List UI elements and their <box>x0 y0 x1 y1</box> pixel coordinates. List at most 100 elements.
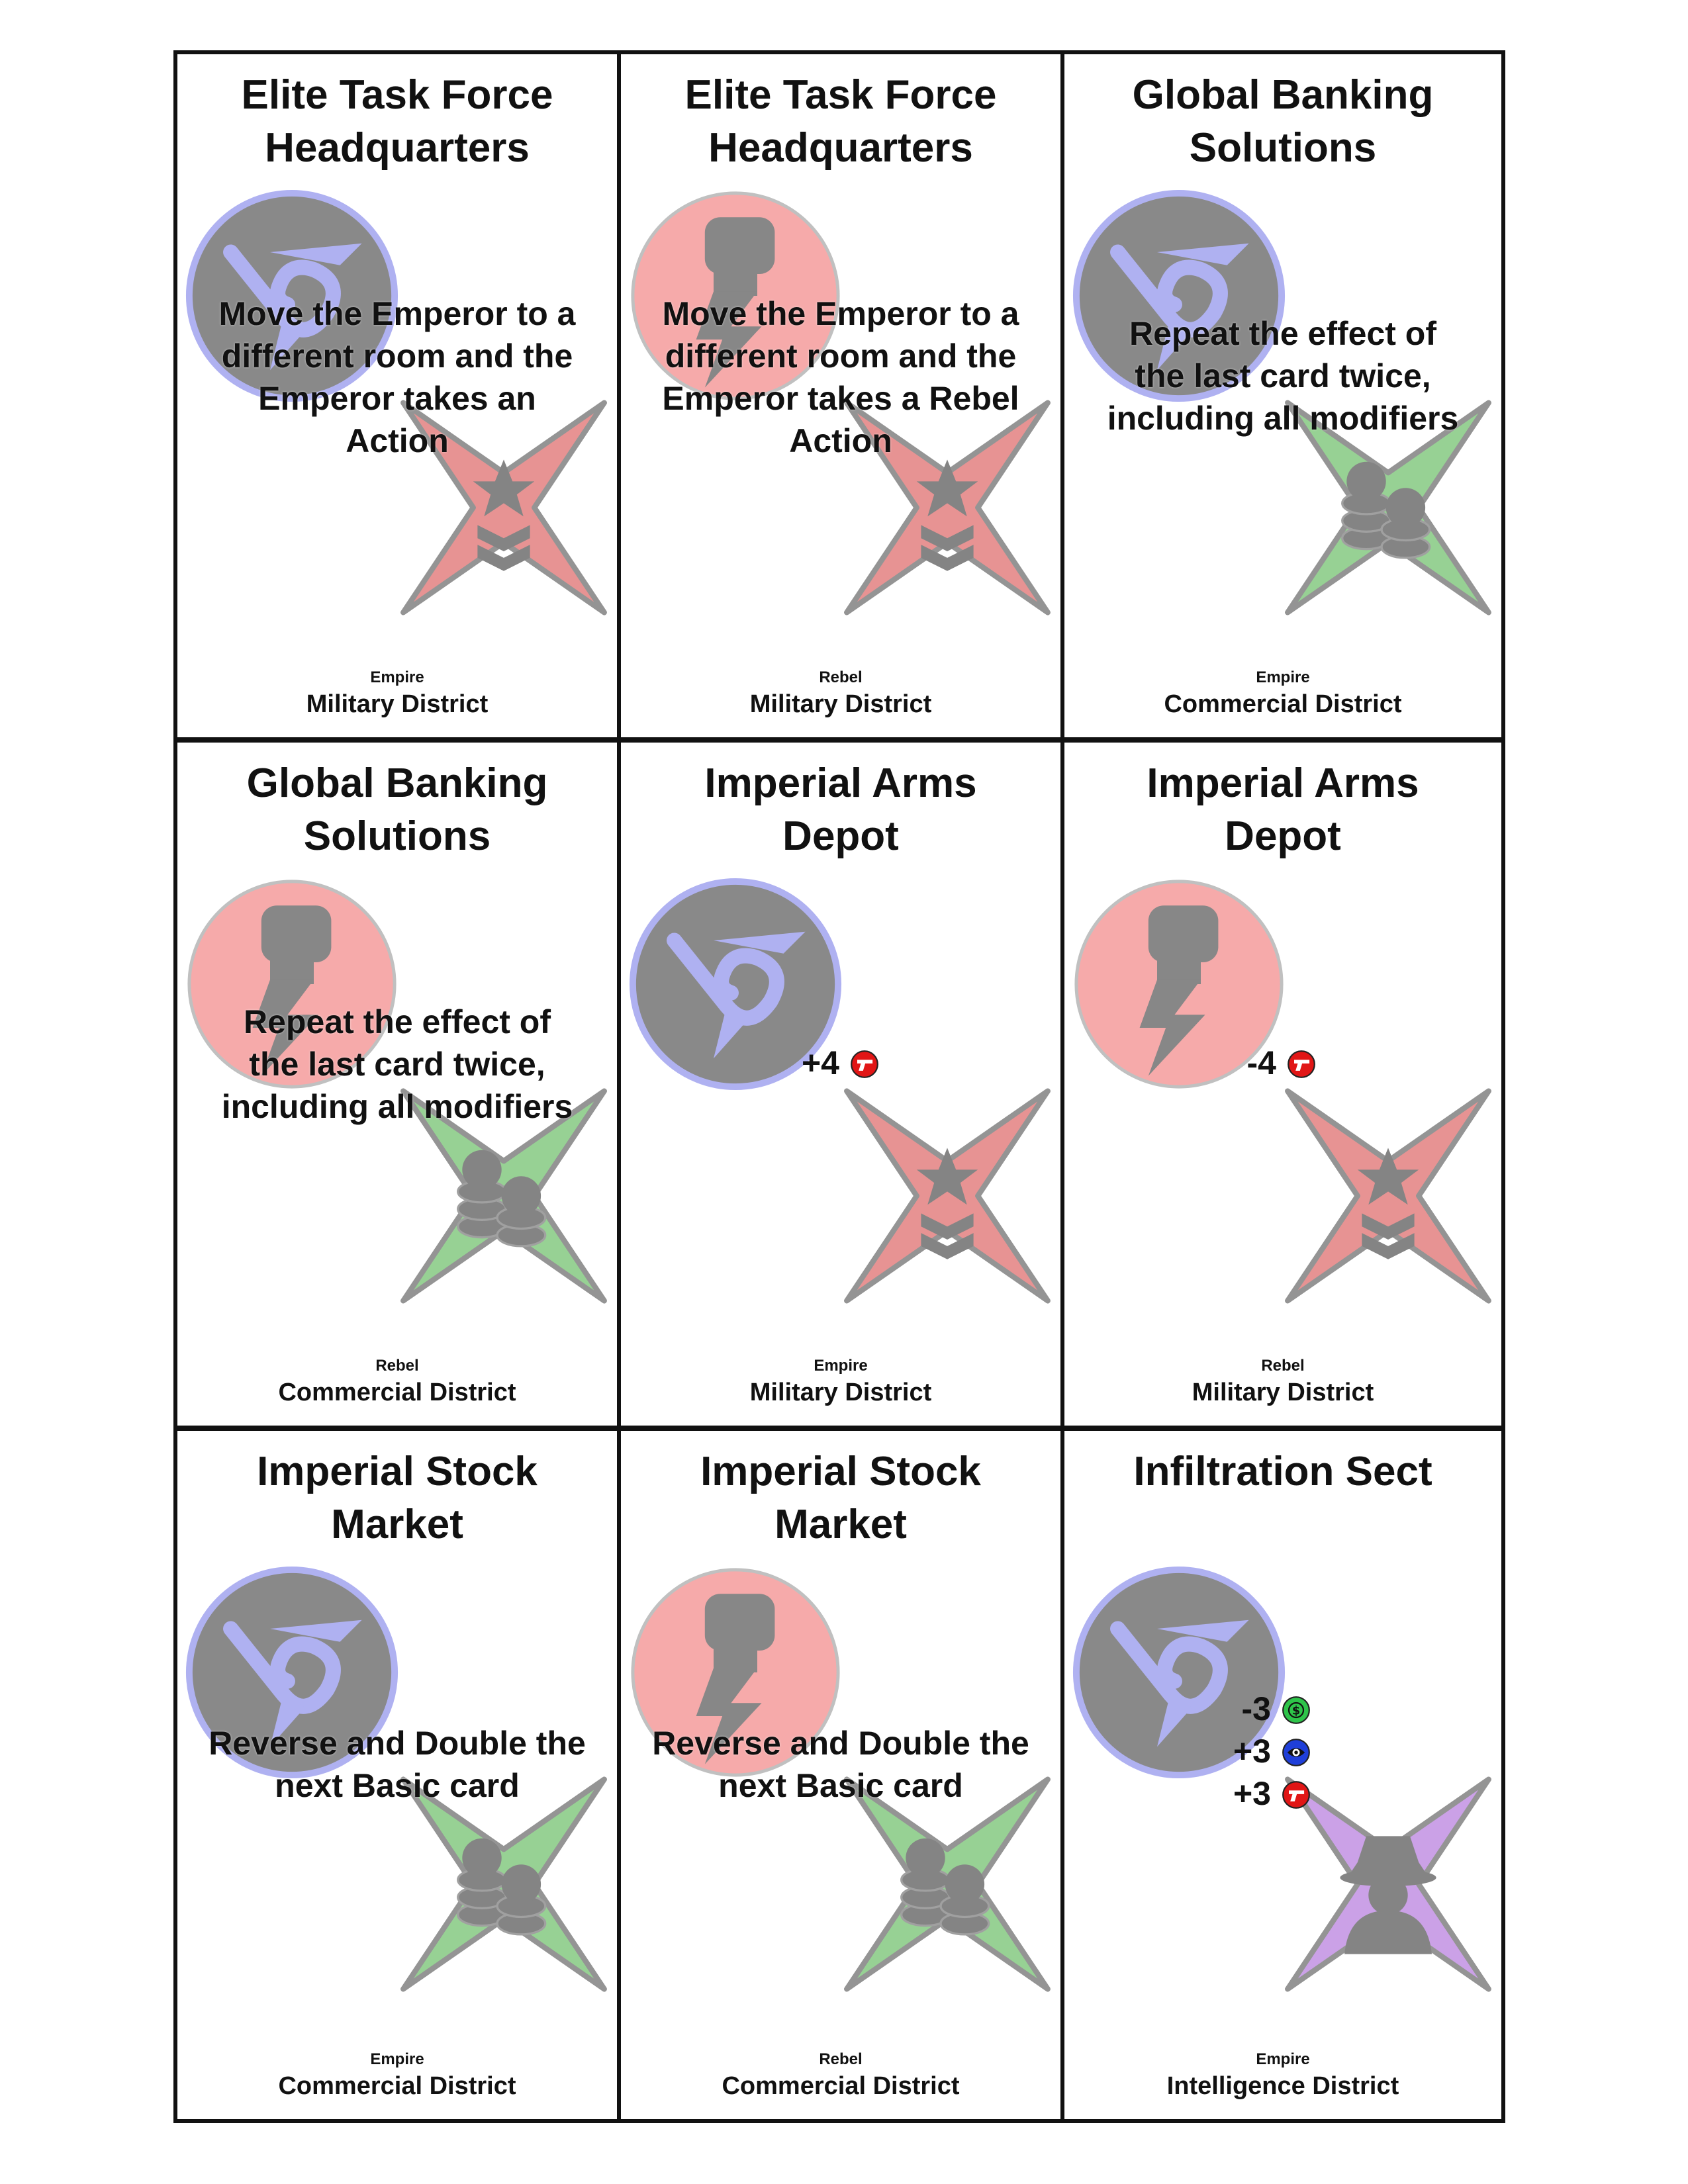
money-icon: $ <box>1282 1694 1311 1724</box>
card-title-line: Headquarters <box>265 125 530 171</box>
gun-icon <box>1282 1779 1311 1809</box>
card-district-label: Military District <box>1192 1379 1374 1406</box>
modifier-row: -4 <box>1223 1042 1316 1084</box>
effect-line: next Basic card <box>275 1767 520 1804</box>
commercial-district-icon <box>1279 398 1497 617</box>
commercial-district-icon <box>395 1087 613 1305</box>
card-effect-text: Repeat the effect of the last card twice,… <box>1078 312 1488 439</box>
card-title: Elite Task Force Headquarters <box>621 69 1060 175</box>
card-modifiers: -4 <box>1223 1042 1316 1084</box>
card-title-line: Imperial Arms <box>704 760 977 806</box>
card-title-line: Imperial Stock <box>700 1449 981 1494</box>
game-card: Elite Task Force Headquarters Move the Emp… <box>177 54 621 743</box>
card-district-label: Commercial District <box>278 2072 516 2100</box>
card-title: Imperial Arms Depot <box>1064 757 1501 863</box>
effect-line: including all modifiers <box>221 1088 573 1125</box>
card-footer: Rebel Military District <box>1064 1355 1501 1408</box>
card-effect-text: Reverse and Double the next Basic card <box>191 1722 604 1807</box>
card-footer: Empire Commercial District <box>1064 667 1501 720</box>
modifier-row: +3 <box>1218 1772 1311 1815</box>
card-title: Imperial Arms Depot <box>621 757 1060 863</box>
effect-line: Move the Emperor to a <box>218 295 576 332</box>
card-title: Infiltration Sect <box>1064 1445 1501 1498</box>
rebel-fist-icon <box>1070 875 1288 1093</box>
empire-emblem-icon <box>626 875 845 1093</box>
card-faction-label: Empire <box>370 668 424 686</box>
effect-line: different room and the <box>221 338 573 375</box>
effect-line: next Basic card <box>718 1767 963 1804</box>
game-card: Imperial Arms Depot -4 Rebel Military Distri… <box>1064 743 1501 1431</box>
card-faction-label: Rebel <box>375 1357 419 1375</box>
game-card: Infiltration Sect -3 $ +3 +3 Empire Intelligen… <box>1064 1431 1501 2119</box>
card-faction-label: Empire <box>814 1357 868 1375</box>
game-card: Imperial Stock Market Reverse and Double t… <box>621 1431 1064 2119</box>
empire-emblem-icon <box>183 187 401 405</box>
card-title: Imperial Stock Market <box>621 1445 1060 1551</box>
card-modifiers: +4 <box>786 1042 879 1084</box>
card-faction-label: Empire <box>1256 668 1310 686</box>
card-footer: Empire Military District <box>177 667 617 720</box>
commercial-district-icon <box>838 1775 1056 1993</box>
card-footer: Rebel Military District <box>621 667 1060 720</box>
card-faction-label: Empire <box>1256 2050 1310 2068</box>
card-faction-label: Rebel <box>1261 1357 1305 1375</box>
rebel-fist-icon <box>626 1563 845 1782</box>
card-faction-label: Empire <box>370 2050 424 2068</box>
svg-text:$: $ <box>1292 1705 1300 1718</box>
card-title-line: Global Banking <box>246 760 548 806</box>
card-title: Global Banking Solutions <box>1064 69 1501 175</box>
card-footer: Empire Military District <box>621 1355 1060 1408</box>
effect-line: Repeat the effect of <box>244 1003 551 1040</box>
game-card: Imperial Stock Market Reverse and Double t… <box>177 1431 621 2119</box>
effect-line: Reverse and Double the <box>652 1725 1029 1762</box>
effect-line: the last card twice, <box>249 1046 545 1083</box>
card-title: Global Banking Solutions <box>177 757 617 863</box>
game-card: Global Banking Solutions Repeat the effect… <box>1064 54 1501 743</box>
card-footer: Empire Intelligence District <box>1064 2049 1501 2102</box>
card-title-line: Infiltration Sect <box>1133 1449 1432 1494</box>
card-title-line: Elite Task Force <box>684 72 997 118</box>
card-effect-text: Reverse and Double the next Basic card <box>634 1722 1047 1807</box>
military-district-icon <box>838 1087 1056 1305</box>
modifier-row: +3 <box>1218 1730 1311 1772</box>
card-title-line: Elite Task Force <box>241 72 553 118</box>
card-title-line: Depot <box>1225 813 1341 859</box>
rebel-fist-icon <box>626 187 845 405</box>
commercial-district-icon <box>395 1775 613 1993</box>
card-district-label: Intelligence District <box>1166 2072 1399 2100</box>
effect-line: Action <box>346 422 449 459</box>
card-title-line: Headquarters <box>708 125 973 171</box>
card-faction-label: Rebel <box>819 668 863 686</box>
rebel-fist-icon <box>183 875 401 1093</box>
gun-icon <box>1287 1048 1316 1078</box>
card-faction-label: Rebel <box>819 2050 863 2068</box>
card-footer: Rebel Commercial District <box>621 2049 1060 2102</box>
modifier-row: -3 $ <box>1218 1688 1311 1730</box>
modifier-value: +3 <box>1233 1733 1271 1770</box>
game-card: Global Banking Solutions Repeat the effect… <box>177 743 621 1431</box>
intelligence-district-icon <box>1279 1775 1497 1993</box>
modifier-row: +4 <box>786 1042 879 1084</box>
effect-line: Emperor takes a Rebel <box>662 380 1019 417</box>
card-footer: Rebel Commercial District <box>177 1355 617 1408</box>
card-district-label: Commercial District <box>1164 690 1402 718</box>
military-district-icon <box>395 398 613 617</box>
card-district-label: Military District <box>749 1379 932 1406</box>
effect-line: Repeat the effect of <box>1129 315 1436 352</box>
card-title-line: Solutions <box>1189 125 1377 171</box>
empire-emblem-icon <box>1070 1563 1288 1782</box>
empire-emblem-icon <box>183 1563 401 1782</box>
effect-line: Action <box>789 422 892 459</box>
card-effect-text: Move the Emperor to a different room and … <box>634 293 1047 462</box>
effect-line: the last card twice, <box>1135 357 1431 394</box>
modifier-value: -3 <box>1241 1690 1271 1727</box>
eye-icon <box>1282 1737 1311 1766</box>
card-sheet: Elite Task Force Headquarters Move the Emp… <box>173 50 1505 2123</box>
card-title-line: Global Banking <box>1132 72 1434 118</box>
card-title: Imperial Stock Market <box>177 1445 617 1551</box>
card-effect-text: Move the Emperor to a different room and … <box>191 293 604 462</box>
empire-emblem-icon <box>1070 187 1288 405</box>
military-district-icon <box>1279 1087 1497 1305</box>
effect-line: different room and the <box>665 338 1017 375</box>
card-title-line: Market <box>774 1502 907 1547</box>
